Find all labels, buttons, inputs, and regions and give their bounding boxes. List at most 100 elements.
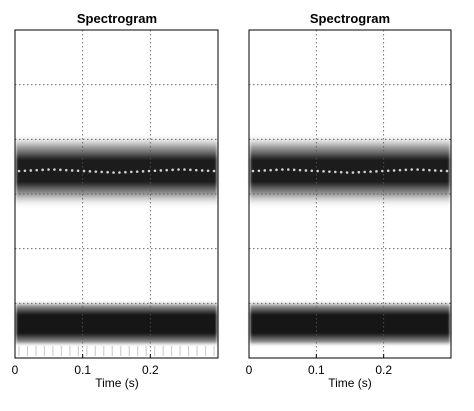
- harmonic-dot: [351, 171, 355, 174]
- harmonic-dot: [292, 168, 296, 172]
- harmonic-dot: [183, 168, 186, 171]
- harmonic-dot: [445, 169, 449, 173]
- harmonic-dot: [269, 168, 272, 172]
- harmonic-dot: [53, 168, 56, 171]
- harmonic-dot: [124, 170, 127, 174]
- harmonic-dot: [286, 168, 290, 171]
- harmonic-dot: [263, 169, 267, 172]
- harmonic-dot: [100, 170, 104, 174]
- harmonic-dot: [147, 169, 151, 173]
- harmonic-dot: [135, 170, 139, 173]
- harmonic-dot: [322, 170, 325, 173]
- harmonic-dot: [47, 168, 50, 171]
- harmonic-dot: [257, 169, 261, 173]
- harmonic-dot: [316, 169, 319, 173]
- harmonic-dot: [363, 170, 366, 174]
- spectrogram-panel-right: Spectrogram 0 0.1 0.2 Time (s): [246, 11, 452, 390]
- harmonic-dot: [159, 169, 163, 172]
- harmonic-dot: [251, 169, 255, 173]
- plot-frame: [14, 29, 219, 359]
- x-tick-label: 0.1: [74, 363, 91, 377]
- harmonic-dot: [428, 168, 431, 172]
- harmonic-dot: [416, 168, 419, 171]
- harmonic-dot: [189, 168, 192, 172]
- harmonic-dot: [275, 168, 278, 172]
- harmonic-dot: [171, 168, 174, 172]
- harmonic-dot: [375, 170, 378, 173]
- grid: [15, 30, 218, 358]
- harmonic-dot: [118, 171, 121, 174]
- x-axis-label: Time (s): [328, 376, 372, 390]
- band-stripes: [18, 346, 215, 356]
- plot-frame: [248, 29, 452, 359]
- harmonic-dot: [41, 168, 44, 172]
- harmonic-dot: [76, 169, 80, 173]
- plot-area: [14, 29, 219, 359]
- plot-area: [248, 29, 452, 359]
- harmonic-dot: [177, 168, 180, 171]
- band-harmonic-dots: [251, 168, 449, 174]
- harmonic-dot: [381, 169, 384, 173]
- band-body: [250, 300, 450, 347]
- harmonic-dot: [310, 169, 314, 173]
- harmonic-dot: [70, 169, 74, 172]
- harmonic-dot: [17, 169, 21, 173]
- harmonic-dot: [369, 170, 372, 173]
- harmonic-dot: [298, 168, 302, 172]
- harmonic-dot: [35, 168, 39, 172]
- harmonic-dot: [153, 169, 157, 173]
- energy-band-1: [250, 300, 450, 347]
- harmonic-dot: [281, 168, 284, 171]
- harmonic-dot: [398, 168, 402, 172]
- harmonic-dot: [94, 170, 98, 173]
- harmonic-dot: [23, 169, 27, 173]
- harmonic-dot: [386, 169, 390, 173]
- harmonic-dot: [82, 169, 86, 173]
- harmonic-dot: [106, 170, 109, 174]
- x-tick-label: 0: [246, 363, 253, 377]
- harmonic-dot: [328, 170, 331, 173]
- harmonic-dot: [165, 168, 169, 172]
- harmonic-dot: [206, 169, 210, 173]
- chart-title: Spectrogram: [310, 11, 390, 26]
- energy-band-0: [250, 133, 450, 209]
- harmonic-dot: [304, 169, 308, 172]
- harmonic-dot: [141, 170, 145, 173]
- band-body: [16, 300, 217, 347]
- harmonic-dot: [422, 168, 425, 172]
- band-body: [16, 133, 217, 209]
- energy-band-0: [16, 133, 217, 209]
- harmonic-dot: [404, 168, 408, 172]
- harmonic-dot: [339, 170, 343, 174]
- spectrogram-panel-left: Spectrogram 0 0.1 0.2 Time (s): [12, 11, 219, 390]
- harmonic-dot: [129, 170, 133, 174]
- harmonic-dot: [200, 169, 204, 172]
- x-tick-label: 0: [12, 363, 19, 377]
- x-tick-labels: 0 0.1 0.2: [246, 363, 393, 377]
- harmonic-dot: [64, 168, 68, 172]
- harmonic-dot: [212, 169, 216, 173]
- x-tick-label: 0.2: [142, 363, 159, 377]
- harmonic-dot: [433, 169, 437, 172]
- harmonic-dot: [345, 171, 349, 174]
- harmonic-dot: [410, 168, 414, 171]
- chart-title: Spectrogram: [77, 11, 157, 26]
- grid: [249, 30, 451, 358]
- harmonic-dot: [357, 170, 361, 174]
- harmonic-dot: [334, 170, 337, 174]
- harmonic-dot: [112, 171, 115, 174]
- harmonic-dot: [392, 169, 396, 172]
- x-axis-label: Time (s): [95, 376, 139, 390]
- harmonic-dot: [439, 169, 443, 173]
- harmonic-dot: [194, 168, 198, 172]
- harmonic-dot: [59, 168, 62, 172]
- x-tick-labels: 0 0.1 0.2: [12, 363, 159, 377]
- harmonic-dot: [88, 170, 92, 173]
- band-body: [250, 133, 450, 209]
- harmonic-dot: [29, 169, 33, 172]
- x-tick-label: 0.2: [375, 363, 392, 377]
- x-tick-label: 0.1: [308, 363, 325, 377]
- energy-band-1: [16, 300, 217, 356]
- band-harmonic-dots: [17, 168, 216, 174]
